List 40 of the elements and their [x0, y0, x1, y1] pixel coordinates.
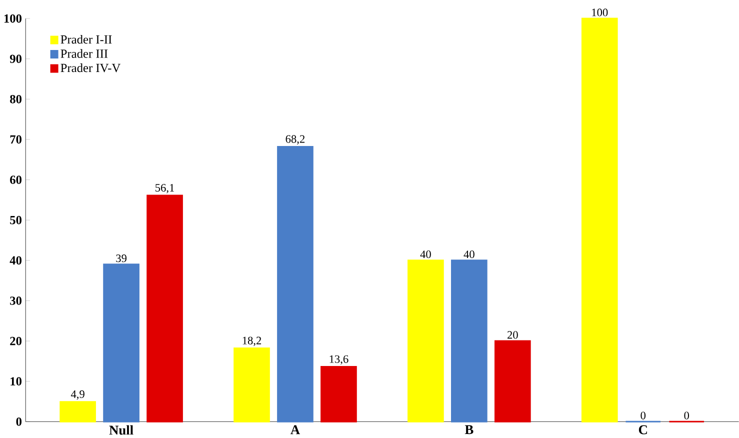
legend-label: Prader IV-V — [60, 63, 121, 72]
bar — [146, 194, 183, 422]
x-tick-label: Null — [109, 425, 134, 435]
data-label: 39 — [116, 254, 126, 262]
data-label: 0 — [640, 412, 646, 420]
x-tick-label: C — [638, 425, 647, 434]
data-label: 0 — [684, 412, 690, 420]
bar — [320, 366, 357, 422]
y-tick-label: 20 — [10, 336, 22, 346]
bar — [60, 401, 96, 422]
bar — [277, 146, 314, 422]
y-tick-label: 0 — [16, 417, 22, 426]
y-tick-label: 60 — [10, 176, 22, 184]
legend-label: Prader III — [60, 49, 108, 58]
y-tick-label: 50 — [10, 216, 22, 224]
bar — [451, 260, 488, 422]
data-label: 40 — [464, 250, 474, 258]
bar — [234, 347, 270, 422]
y-tick-label: 90 — [10, 54, 22, 63]
bar — [103, 264, 140, 422]
x-tick-label: B — [464, 425, 474, 434]
y-tick-label: 70 — [10, 135, 22, 144]
data-label: 13,6 — [330, 355, 348, 364]
data-label: 18,2 — [242, 336, 262, 346]
y-tick-label: 30 — [10, 296, 22, 305]
data-label: 68,2 — [286, 135, 305, 144]
bar — [494, 340, 531, 422]
data-label: 4,9 — [70, 390, 84, 400]
x-tick-label: A — [290, 425, 300, 434]
bar — [408, 260, 444, 422]
y-tick-label: 80 — [10, 94, 22, 104]
y-tick-label: 10 — [10, 377, 22, 386]
y-tick-label: 40 — [10, 256, 22, 264]
data-label: 100 — [592, 8, 608, 16]
data-label: 20 — [508, 331, 518, 339]
y-tick-label: 100 — [4, 14, 22, 23]
legend-label: Prader I-II — [60, 34, 112, 44]
data-label: 56,1 — [156, 184, 174, 194]
data-label: 40 — [420, 250, 431, 258]
bar — [581, 18, 618, 422]
